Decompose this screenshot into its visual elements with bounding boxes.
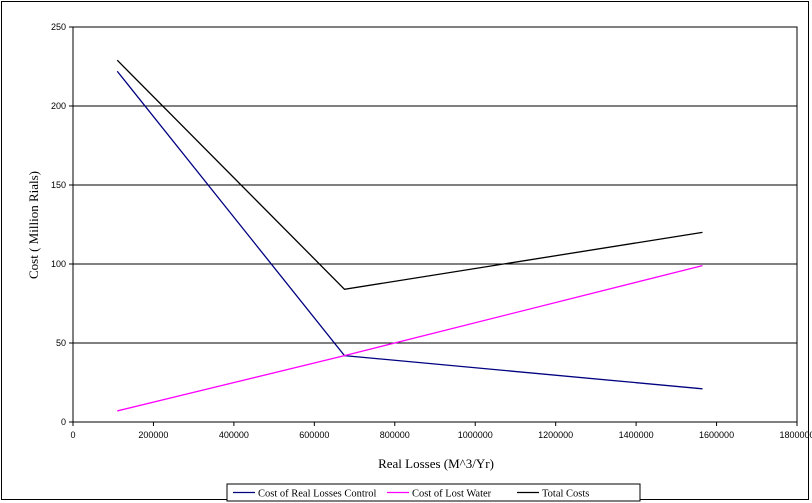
x-tick-label: 200000: [138, 430, 168, 440]
y-tick-label: 250: [51, 22, 66, 32]
y-axis-title: Cost ( Million Rials): [26, 171, 41, 279]
legend-label: Total Costs: [542, 489, 589, 500]
series-line-1: [116, 70, 703, 390]
series-line-2: [117, 264, 703, 412]
x-tick-label: 600000: [299, 430, 329, 440]
x-tick-label: 1000000: [458, 430, 493, 440]
plot-area: [72, 26, 798, 423]
x-tick-label: 400000: [219, 430, 249, 440]
axes: 0 50 100 150 200 250 0 200000 400000 600000 800000…: [51, 22, 812, 440]
x-tick-label: 800000: [380, 430, 410, 440]
x-tick-label: 1600000: [699, 430, 734, 440]
x-tick-label: 1200000: [538, 430, 573, 440]
legend-label: Cost of Real Losses Control: [258, 489, 376, 500]
legend: Cost of Real Losses Control Cost of Lost …: [226, 483, 641, 502]
x-tick-label: 1400000: [619, 430, 654, 440]
y-tick-label: 50: [56, 338, 66, 348]
y-tick-label: 200: [51, 101, 66, 111]
x-tick-label: 1800000: [779, 430, 812, 440]
x-tick-label: 0: [70, 430, 75, 440]
series-lines: [116, 59, 703, 412]
x-axis-title: Real Losses (M^3/Yr): [378, 456, 494, 471]
gridlines: [72, 26, 798, 423]
series-line-3: [116, 59, 703, 290]
y-tick-label: 100: [51, 259, 66, 269]
legend-box: [226, 483, 641, 502]
y-tick-label: 150: [51, 180, 66, 190]
legend-label: Cost of Lost Water: [412, 489, 492, 500]
y-tick-label: 0: [61, 417, 66, 427]
